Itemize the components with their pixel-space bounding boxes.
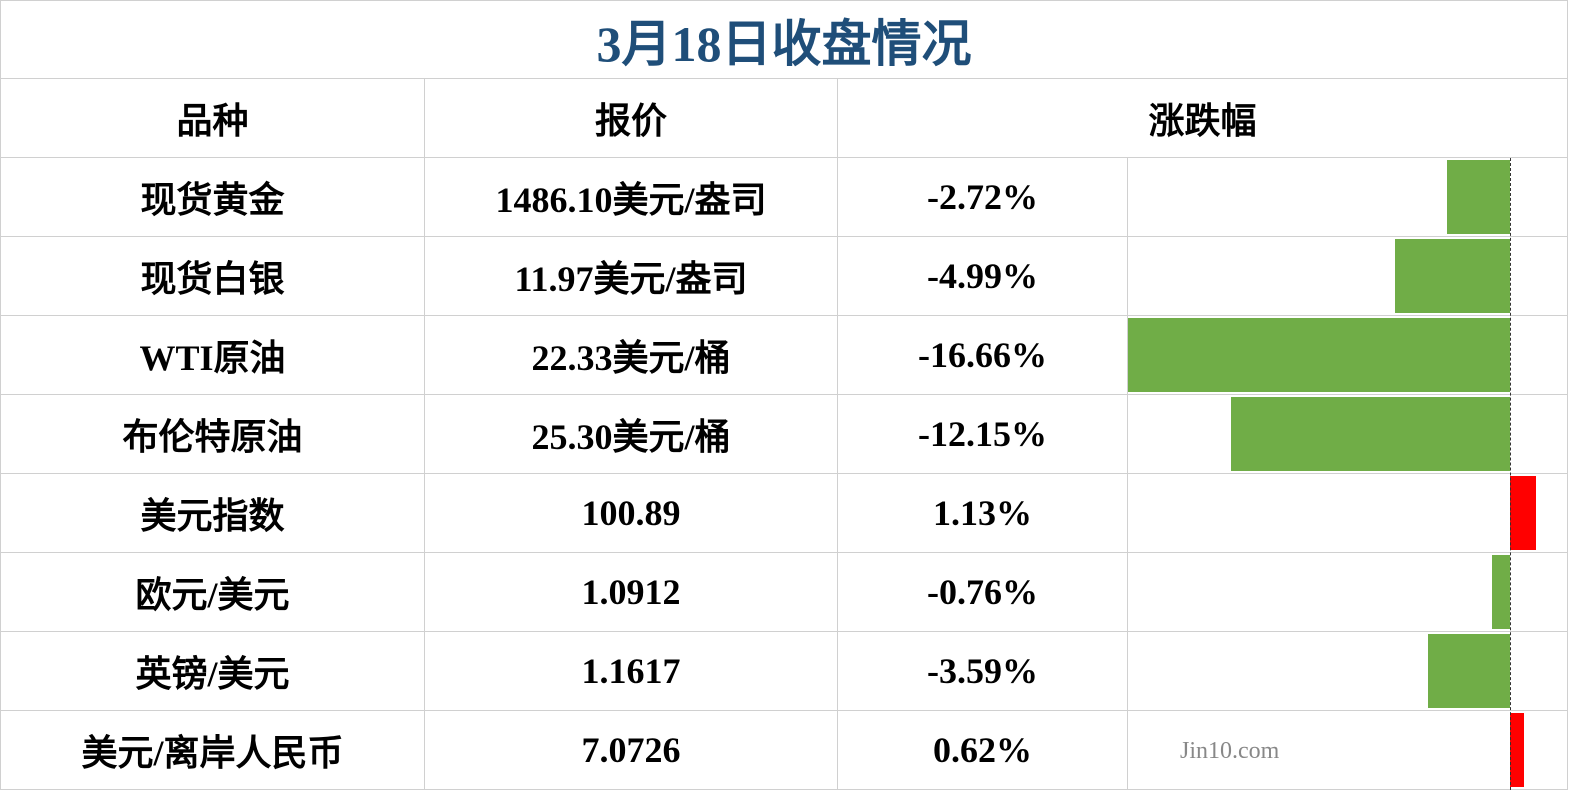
change-cell: 0.62% <box>838 711 1128 790</box>
bar-cell <box>1128 395 1568 474</box>
bar-cell <box>1128 316 1568 395</box>
change-cell: 1.13% <box>838 474 1128 553</box>
watermark: Jin10.com <box>1180 738 1280 764</box>
bar-cell <box>1128 474 1568 553</box>
bar-cell <box>1128 237 1568 316</box>
price-cell: 1486.10美元/盎司 <box>425 158 838 237</box>
change-bar <box>1447 160 1510 234</box>
change-cell: -4.99% <box>838 237 1128 316</box>
name-cell: 欧元/美元 <box>0 553 425 632</box>
change-bar <box>1395 239 1510 313</box>
name-cell: 英镑/美元 <box>0 632 425 711</box>
header-cell: 报价 <box>425 79 838 158</box>
change-cell: -3.59% <box>838 632 1128 711</box>
price-cell: 7.0726 <box>425 711 838 790</box>
change-cell: -16.66% <box>838 316 1128 395</box>
change-cell: -2.72% <box>838 158 1128 237</box>
change-bar <box>1509 476 1536 550</box>
price-cell: 1.1617 <box>425 632 838 711</box>
bar-cell <box>1128 632 1568 711</box>
bar-cell <box>1128 553 1568 632</box>
bar-cell <box>1128 711 1568 790</box>
header-cell: 品种 <box>0 79 425 158</box>
name-cell: 美元指数 <box>0 474 425 553</box>
price-cell: 1.0912 <box>425 553 838 632</box>
header-cell: 涨跌幅 <box>838 79 1568 158</box>
change-bar <box>1231 397 1510 471</box>
change-bar <box>1492 555 1510 629</box>
change-cell: -12.15% <box>838 395 1128 474</box>
change-cell: -0.76% <box>838 553 1128 632</box>
title: 3月18日收盘情况 <box>0 0 1568 79</box>
price-cell: 25.30美元/桶 <box>425 395 838 474</box>
price-cell: 11.97美元/盎司 <box>425 237 838 316</box>
name-cell: 现货白银 <box>0 237 425 316</box>
name-cell: 布伦特原油 <box>0 395 425 474</box>
change-bar <box>1427 634 1510 708</box>
zero-axis <box>1509 158 1511 790</box>
bar-cell <box>1128 158 1568 237</box>
name-cell: WTI原油 <box>0 316 425 395</box>
table: 3月18日收盘情况 品种 报价 涨跌幅现货黄金 1486.10美元/盎司 -2.72% 现… <box>0 0 1568 790</box>
price-cell: 100.89 <box>425 474 838 553</box>
change-bar <box>1509 713 1524 787</box>
price-cell: 22.33美元/桶 <box>425 316 838 395</box>
name-cell: 现货黄金 <box>0 158 425 237</box>
change-bar <box>1128 318 1510 392</box>
name-cell: 美元/离岸人民币 <box>0 711 425 790</box>
